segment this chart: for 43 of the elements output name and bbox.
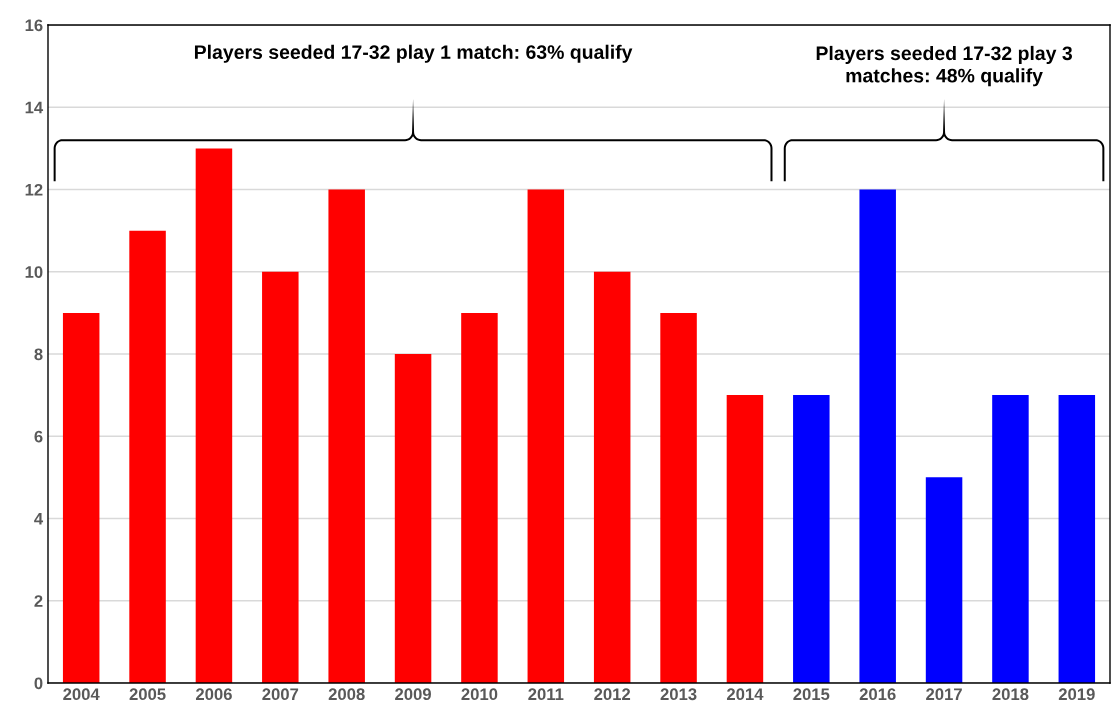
bar <box>992 395 1029 683</box>
x-tick-label: 2018 <box>992 688 1029 701</box>
y-tick-label: 14 <box>25 101 44 114</box>
x-tick-label: 2004 <box>63 688 100 701</box>
bar <box>1058 395 1096 683</box>
x-tick-label: 2019 <box>1058 688 1095 701</box>
x-tick-label: 2006 <box>195 688 232 701</box>
x-tick-label: 2016 <box>859 688 896 701</box>
x-tick-label: 2012 <box>594 688 631 701</box>
bar <box>195 148 233 683</box>
bar <box>129 230 166 683</box>
x-tick-label: 2017 <box>926 688 962 701</box>
x-tick-label: 2009 <box>395 688 431 701</box>
bar <box>859 189 896 683</box>
x-tick-label: 2015 <box>793 688 830 701</box>
y-tick-label: 12 <box>25 183 43 196</box>
bar <box>461 312 498 683</box>
bar <box>328 189 365 683</box>
y-tick-label: 10 <box>25 266 43 278</box>
bar <box>925 477 963 683</box>
bar <box>593 271 631 683</box>
bar <box>660 312 697 683</box>
x-tick-label: 2005 <box>129 688 166 701</box>
y-tick-label: 6 <box>34 430 43 443</box>
bar <box>394 354 432 683</box>
bar <box>262 271 299 683</box>
y-tick-label: 4 <box>34 513 44 525</box>
y-tick-label: 16 <box>25 19 43 32</box>
y-tick-label: 8 <box>34 348 43 361</box>
bar <box>527 189 565 683</box>
bar <box>726 395 764 683</box>
x-tick-label: 2013 <box>660 688 697 701</box>
x-tick-label: 2011 <box>528 688 564 701</box>
annotation: Players seeded 17-32 play 3 matches: 48% qualify <box>816 45 1072 87</box>
x-tick-label: 2008 <box>328 688 365 701</box>
x-tick-label: 2010 <box>461 688 498 701</box>
bar <box>62 312 100 683</box>
y-tick-label: 0 <box>34 677 43 690</box>
annotation: Players seeded 17-32 play 1 match: 63% qualify <box>194 44 633 63</box>
bar <box>793 395 830 683</box>
x-tick-label: 2007 <box>262 688 299 701</box>
x-tick-label: 2014 <box>726 688 764 701</box>
y-tick-label: 2 <box>34 595 43 607</box>
